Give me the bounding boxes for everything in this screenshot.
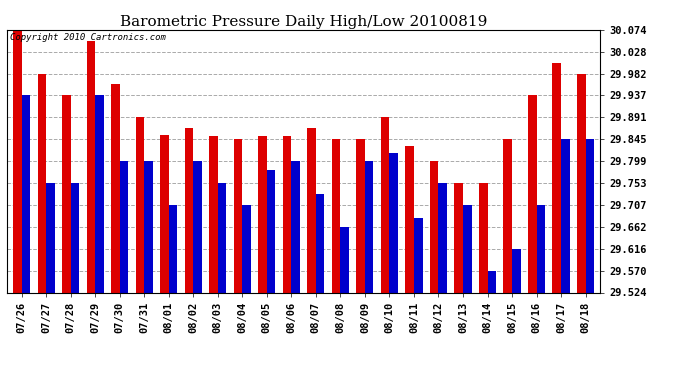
Text: Copyright 2010 Cartronics.com: Copyright 2010 Cartronics.com bbox=[10, 33, 166, 42]
Bar bbox=[463, 205, 471, 292]
Bar bbox=[144, 161, 152, 292]
Bar bbox=[381, 117, 389, 292]
Bar bbox=[356, 139, 365, 292]
Bar bbox=[553, 63, 561, 292]
Bar bbox=[455, 183, 463, 292]
Bar bbox=[528, 95, 537, 292]
Title: Barometric Pressure Daily High/Low 20100819: Barometric Pressure Daily High/Low 20100… bbox=[120, 15, 487, 29]
Bar bbox=[95, 95, 104, 292]
Bar bbox=[86, 41, 95, 292]
Bar bbox=[37, 74, 46, 292]
Bar bbox=[185, 128, 193, 292]
Bar bbox=[389, 153, 398, 292]
Bar bbox=[267, 170, 275, 292]
Bar bbox=[209, 136, 218, 292]
Bar bbox=[586, 139, 594, 292]
Bar bbox=[21, 95, 30, 292]
Bar bbox=[119, 161, 128, 292]
Bar bbox=[504, 139, 512, 292]
Bar bbox=[479, 183, 488, 292]
Bar bbox=[561, 139, 570, 292]
Bar bbox=[537, 205, 545, 292]
Bar bbox=[488, 270, 496, 292]
Bar bbox=[136, 117, 144, 292]
Bar bbox=[332, 139, 340, 292]
Bar bbox=[13, 30, 21, 292]
Bar bbox=[169, 205, 177, 292]
Bar bbox=[258, 136, 267, 292]
Bar bbox=[405, 147, 414, 292]
Bar bbox=[283, 136, 291, 292]
Bar bbox=[218, 183, 226, 292]
Bar bbox=[438, 183, 447, 292]
Bar bbox=[430, 161, 438, 292]
Bar bbox=[160, 135, 169, 292]
Bar bbox=[234, 139, 242, 292]
Bar bbox=[414, 218, 422, 292]
Bar bbox=[62, 95, 70, 292]
Bar bbox=[340, 226, 349, 292]
Bar bbox=[111, 84, 119, 292]
Bar bbox=[46, 183, 55, 292]
Bar bbox=[512, 249, 521, 292]
Bar bbox=[577, 74, 586, 292]
Bar bbox=[193, 161, 202, 292]
Bar bbox=[70, 183, 79, 292]
Bar bbox=[365, 161, 373, 292]
Bar bbox=[316, 194, 324, 292]
Bar bbox=[242, 205, 251, 292]
Bar bbox=[291, 161, 300, 292]
Bar bbox=[307, 128, 316, 292]
